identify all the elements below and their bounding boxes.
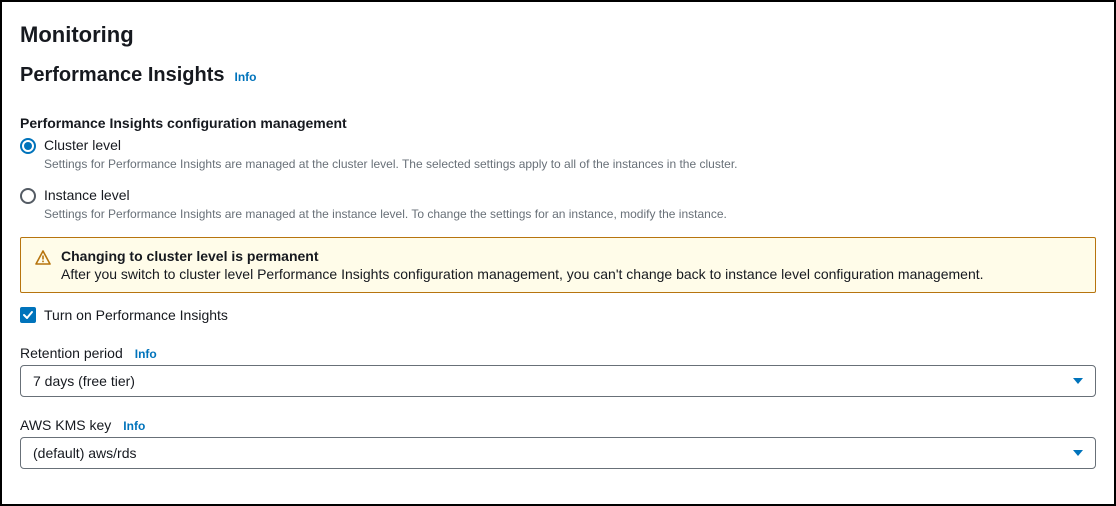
alert-content: Changing to cluster level is permanent A… <box>61 248 984 282</box>
radio-icon-unselected <box>20 188 36 204</box>
alert-body: After you switch to cluster level Perfor… <box>61 266 984 282</box>
retention-label: Retention period <box>20 345 123 361</box>
page-title: Monitoring <box>20 22 1096 48</box>
warning-alert: Changing to cluster level is permanent A… <box>20 237 1096 293</box>
radio-desc-cluster: Settings for Performance Insights are ma… <box>44 156 1096 173</box>
radio-icon-selected <box>20 138 36 154</box>
performance-insights-heading: Performance Insights <box>20 64 225 87</box>
kms-value: (default) aws/rds <box>33 445 136 461</box>
radio-cluster-level[interactable]: Cluster level <box>20 137 1096 154</box>
enable-performance-insights-checkbox[interactable]: Turn on Performance Insights <box>20 307 1096 323</box>
alert-title: Changing to cluster level is permanent <box>61 248 984 264</box>
info-link-performance-insights[interactable]: Info <box>235 70 257 84</box>
retention-select[interactable]: 7 days (free tier) <box>20 365 1096 397</box>
retention-value: 7 days (free tier) <box>33 373 135 389</box>
chevron-down-icon <box>1073 378 1083 384</box>
kms-select[interactable]: (default) aws/rds <box>20 437 1096 469</box>
info-link-kms[interactable]: Info <box>123 419 145 433</box>
section-header: Performance Insights Info <box>20 64 1096 87</box>
radio-label-cluster: Cluster level <box>44 137 121 153</box>
radio-desc-instance: Settings for Performance Insights are ma… <box>44 206 1096 223</box>
chevron-down-icon <box>1073 450 1083 456</box>
retention-label-row: Retention period Info <box>20 345 1096 361</box>
radio-instance-level[interactable]: Instance level <box>20 187 1096 204</box>
checkbox-checked-icon <box>20 307 36 323</box>
warning-icon <box>35 250 51 282</box>
checkbox-label: Turn on Performance Insights <box>44 307 228 323</box>
kms-label-row: AWS KMS key Info <box>20 417 1096 433</box>
monitoring-panel: Monitoring Performance Insights Info Per… <box>0 0 1116 506</box>
radio-label-instance: Instance level <box>44 187 130 203</box>
info-link-retention[interactable]: Info <box>135 347 157 361</box>
kms-label: AWS KMS key <box>20 417 111 433</box>
config-management-label: Performance Insights configuration manag… <box>20 115 1096 131</box>
